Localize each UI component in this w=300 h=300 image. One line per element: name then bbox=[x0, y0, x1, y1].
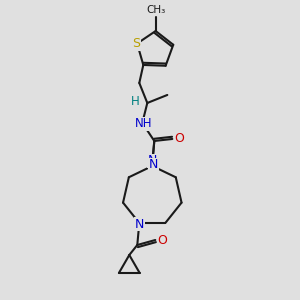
Text: O: O bbox=[174, 133, 184, 146]
Text: CH₃: CH₃ bbox=[146, 5, 165, 15]
Text: H: H bbox=[131, 95, 140, 109]
Text: N: N bbox=[148, 158, 158, 172]
Text: NH: NH bbox=[135, 118, 152, 130]
Text: N: N bbox=[148, 154, 157, 167]
Text: N: N bbox=[135, 218, 144, 230]
Text: S: S bbox=[132, 37, 140, 50]
Text: O: O bbox=[157, 233, 167, 247]
